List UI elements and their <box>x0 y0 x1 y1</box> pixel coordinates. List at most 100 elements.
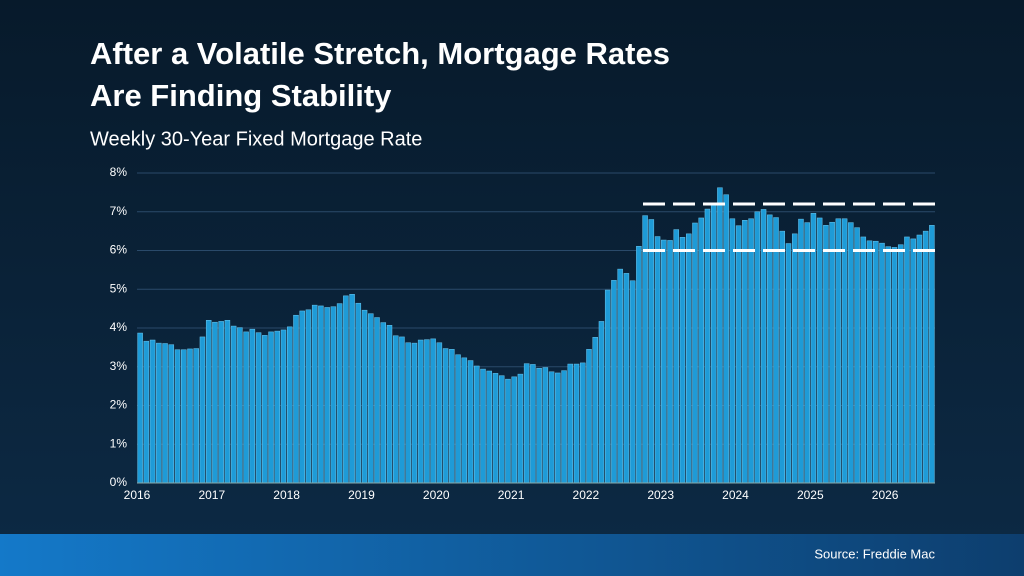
bar <box>841 218 848 484</box>
bar <box>573 363 580 484</box>
x-tick-label: 2025 <box>797 488 824 502</box>
y-tick-label: 1% <box>110 436 128 450</box>
bar <box>436 342 443 484</box>
bar <box>305 309 312 484</box>
y-tick-label: 2% <box>110 398 128 412</box>
bar <box>156 342 162 484</box>
bar <box>474 365 480 484</box>
bar <box>230 325 237 484</box>
bar <box>623 273 630 484</box>
bar <box>137 332 143 484</box>
bar <box>555 372 561 484</box>
bar <box>399 336 405 484</box>
bar <box>823 225 829 484</box>
bar <box>511 376 517 484</box>
bar <box>586 349 592 484</box>
bar <box>224 320 231 484</box>
bar <box>611 280 617 484</box>
bar <box>667 240 673 484</box>
bar <box>324 307 330 484</box>
bar <box>199 336 206 484</box>
bar <box>698 217 704 484</box>
bar <box>754 211 761 484</box>
bar <box>661 239 667 484</box>
bar <box>648 219 655 484</box>
source: Source: Freddie Mac <box>814 546 935 561</box>
x-tick-label: 2026 <box>872 488 899 502</box>
bar <box>143 340 150 484</box>
footer-band <box>0 534 1024 576</box>
bar <box>729 218 736 484</box>
bar <box>791 233 798 484</box>
bar <box>162 343 168 484</box>
chart-title: After a Volatile Stretch, Mortgage Rates… <box>90 36 670 113</box>
bar <box>318 305 324 484</box>
bar <box>929 225 935 484</box>
bar <box>442 348 449 484</box>
bar <box>848 222 854 484</box>
bar <box>380 322 387 484</box>
bar <box>617 268 623 484</box>
x-tick-label: 2020 <box>423 488 450 502</box>
bar <box>673 229 680 484</box>
bar <box>237 327 243 484</box>
bar <box>897 244 904 484</box>
bar <box>293 314 299 484</box>
bar <box>798 218 804 484</box>
bar <box>717 187 723 484</box>
bar <box>168 344 175 484</box>
bar <box>685 233 692 484</box>
chart-subtitle: Weekly 30-Year Fixed Mortgage Rate <box>90 128 422 150</box>
bar <box>735 225 742 484</box>
bar <box>636 245 642 484</box>
x-tick-label: 2016 <box>124 488 151 502</box>
bar <box>430 338 436 484</box>
bar <box>255 332 262 484</box>
bar <box>604 289 611 484</box>
bar <box>349 294 355 484</box>
bar <box>866 240 873 484</box>
bar <box>424 339 430 484</box>
bar <box>748 218 754 484</box>
bar <box>692 222 698 484</box>
bar <box>274 330 281 484</box>
bar <box>742 220 748 484</box>
bar <box>361 309 368 484</box>
bar <box>205 320 212 484</box>
x-tick-label: 2018 <box>273 488 300 502</box>
bar <box>280 329 287 484</box>
bar <box>654 236 661 484</box>
bar <box>187 348 193 484</box>
bar <box>567 363 574 484</box>
bar <box>810 213 817 484</box>
bar <box>262 335 268 484</box>
bar <box>181 349 187 484</box>
bar <box>336 303 343 484</box>
bar <box>249 328 256 484</box>
bar <box>785 243 792 484</box>
bar <box>386 325 393 484</box>
bar <box>910 238 916 484</box>
bar <box>922 230 929 484</box>
y-tick-label: 7% <box>110 204 128 218</box>
bar <box>829 221 835 484</box>
bar <box>710 203 717 484</box>
y-tick-label: 3% <box>110 359 128 373</box>
bar <box>642 215 648 484</box>
x-tick-label: 2022 <box>573 488 600 502</box>
x-tick-label: 2021 <box>498 488 525 502</box>
bar <box>517 373 524 484</box>
bar <box>598 321 605 484</box>
bar <box>212 321 218 484</box>
bar <box>480 368 486 484</box>
y-tick-label: 0% <box>110 475 128 489</box>
bar <box>835 218 842 484</box>
bar <box>530 364 536 484</box>
bar <box>417 339 424 484</box>
y-tick-label: 8% <box>110 165 128 179</box>
bar <box>374 317 380 484</box>
bar <box>873 240 879 484</box>
bar <box>891 247 898 484</box>
bar <box>767 214 773 484</box>
